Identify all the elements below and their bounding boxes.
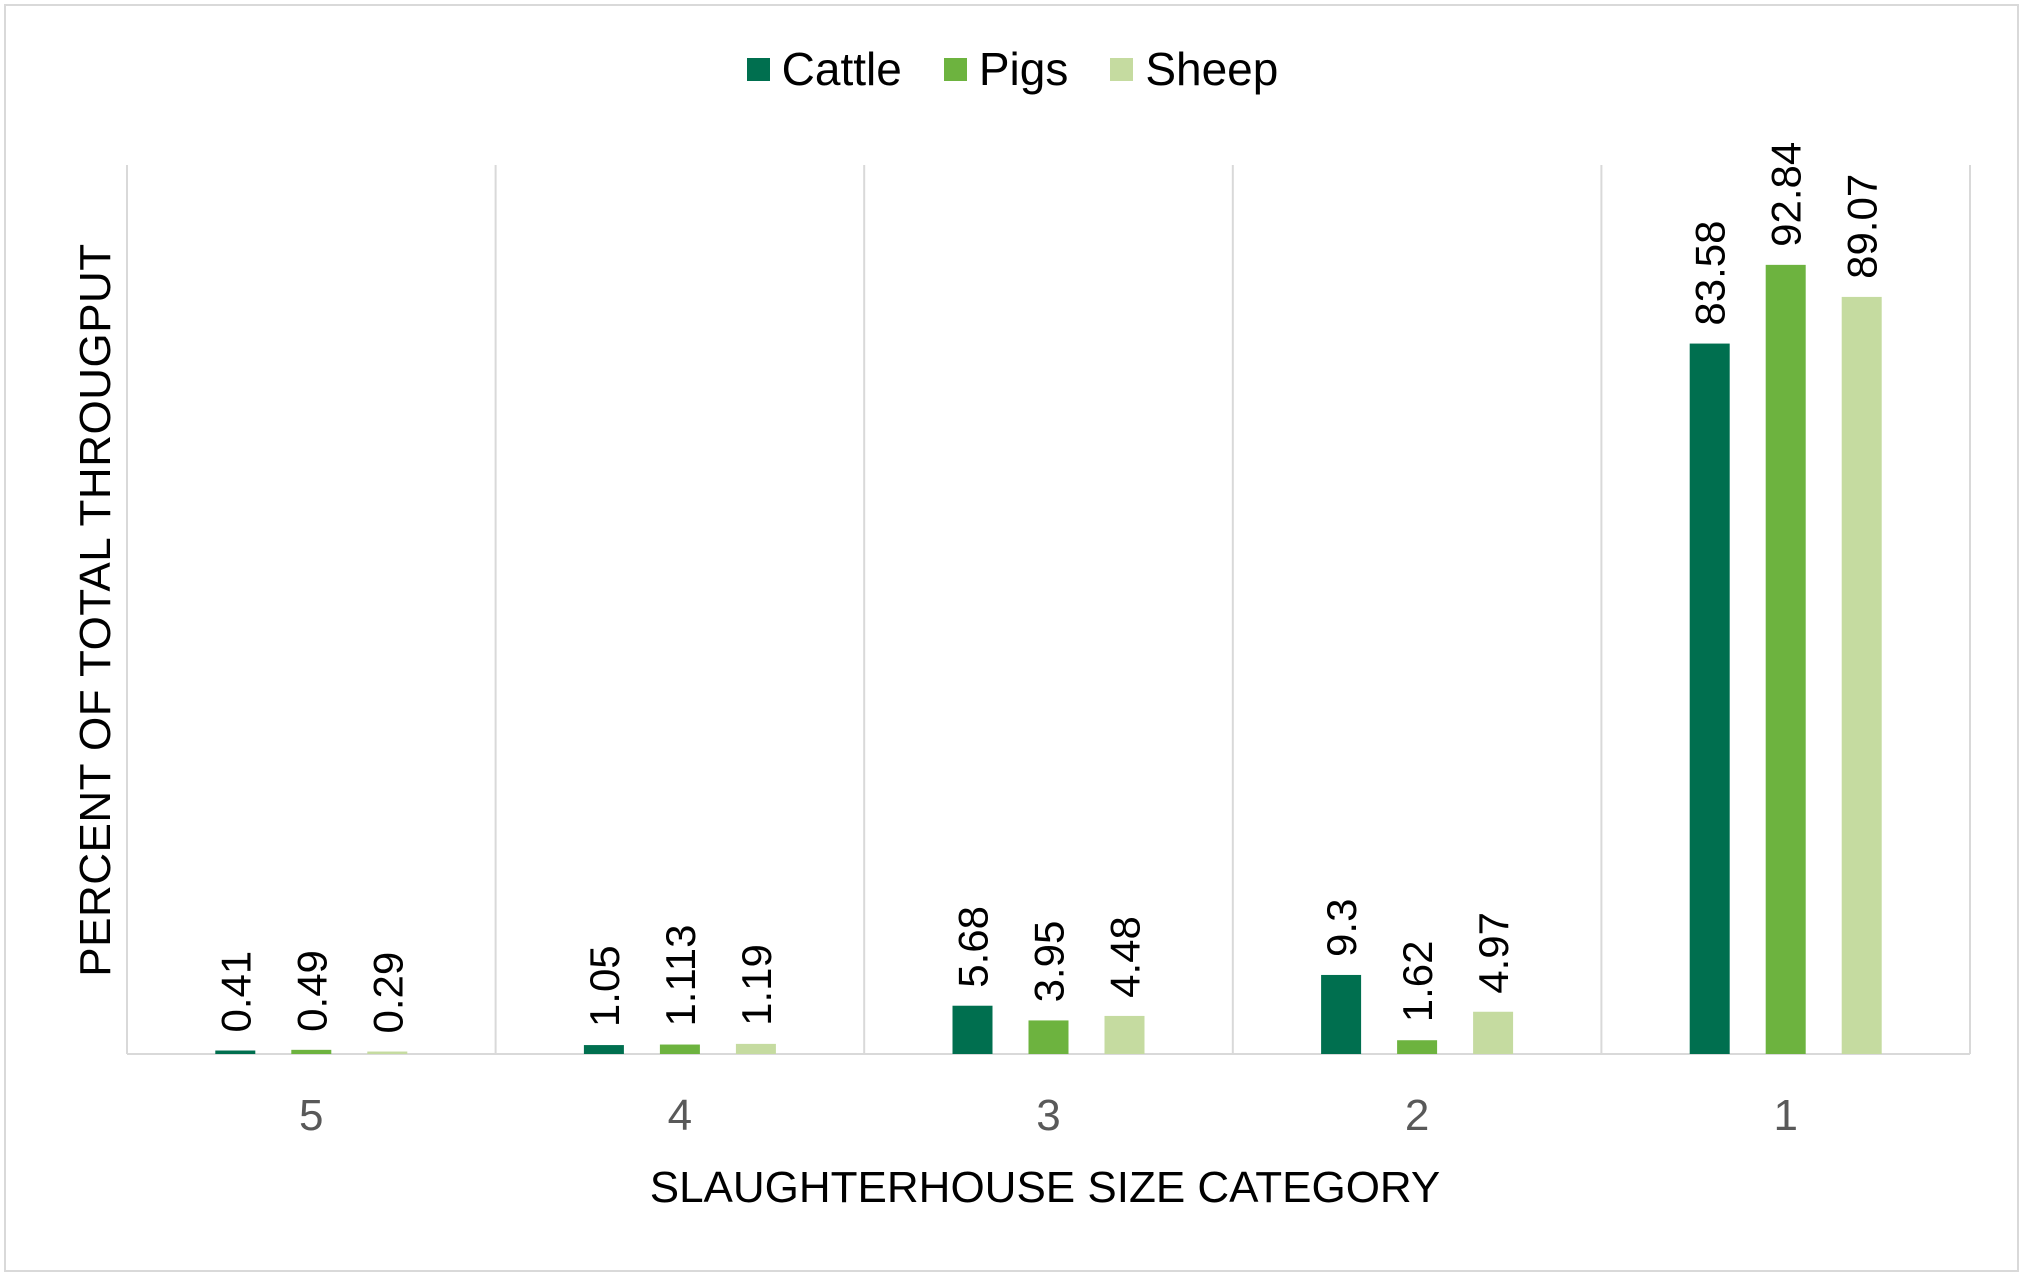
x-tick-label-1: 1	[1773, 1091, 1797, 1140]
bar-sheep-1	[1841, 296, 1882, 1054]
bar-pigs-4	[659, 1044, 700, 1054]
legend-swatch-pigs	[943, 57, 967, 81]
y-axis-label: PERCENT OF TOTAL THROUGPUT	[71, 243, 120, 977]
data-label-cattle-2: 9.3	[1318, 899, 1365, 957]
bar-sheep-2	[1473, 1011, 1514, 1054]
legend-label-sheep: Sheep	[1145, 43, 1279, 95]
bar-cattle-2	[1321, 974, 1362, 1054]
data-label-sheep-3: 4.48	[1102, 916, 1149, 998]
legend-swatch-sheep	[1110, 57, 1134, 81]
data-label-pigs-3: 3.95	[1026, 921, 1073, 1003]
data-label-pigs-5: 0.49	[288, 950, 335, 1032]
data-label-sheep-5: 0.29	[364, 952, 411, 1034]
x-tick-label-2: 2	[1405, 1091, 1429, 1140]
legend: Cattle Pigs Sheep	[0, 42, 2025, 96]
data-label-pigs-4: 1.113	[657, 925, 704, 1027]
data-label-cattle-5: 0.41	[212, 951, 259, 1033]
bar-pigs-2	[1397, 1040, 1438, 1054]
bar-cattle-4	[583, 1045, 624, 1054]
bar-sheep-4	[735, 1043, 776, 1054]
x-axis-label: SLAUGHTERHOUSE SIZE CATEGORY	[649, 1163, 1441, 1212]
legend-item-cattle: Cattle	[746, 42, 902, 96]
bar-cattle-3	[952, 1005, 993, 1054]
data-label-cattle-3: 5.68	[950, 906, 997, 988]
bar-pigs-5	[291, 1049, 332, 1054]
bar-cattle-1	[1689, 343, 1730, 1054]
legend-label-pigs: Pigs	[978, 43, 1069, 95]
legend-swatch-cattle	[746, 57, 770, 81]
bar-pigs-1	[1765, 264, 1806, 1054]
data-label-pigs-2: 1.62	[1394, 940, 1441, 1022]
legend-label-cattle: Cattle	[781, 43, 902, 95]
data-label-pigs-1: 92.84	[1763, 142, 1810, 247]
data-label-cattle-1: 83.58	[1687, 220, 1734, 325]
x-tick-label-4: 4	[668, 1091, 692, 1140]
data-label-sheep-1: 89.07	[1839, 174, 1886, 279]
data-label-sheep-4: 1.19	[733, 944, 780, 1026]
legend-item-sheep: Sheep	[1110, 42, 1278, 96]
chart-frame	[4, 4, 2019, 1272]
bar-sheep-5	[367, 1051, 408, 1054]
legend-item-pigs: Pigs	[943, 42, 1069, 96]
bar-cattle-5	[215, 1050, 256, 1054]
x-tick-label-3: 3	[1036, 1091, 1060, 1140]
bar-pigs-3	[1028, 1020, 1069, 1054]
data-label-sheep-2: 4.97	[1470, 912, 1517, 994]
bar-sheep-3	[1104, 1015, 1145, 1054]
data-label-cattle-4: 1.05	[581, 945, 628, 1027]
x-tick-label-5: 5	[299, 1091, 323, 1140]
